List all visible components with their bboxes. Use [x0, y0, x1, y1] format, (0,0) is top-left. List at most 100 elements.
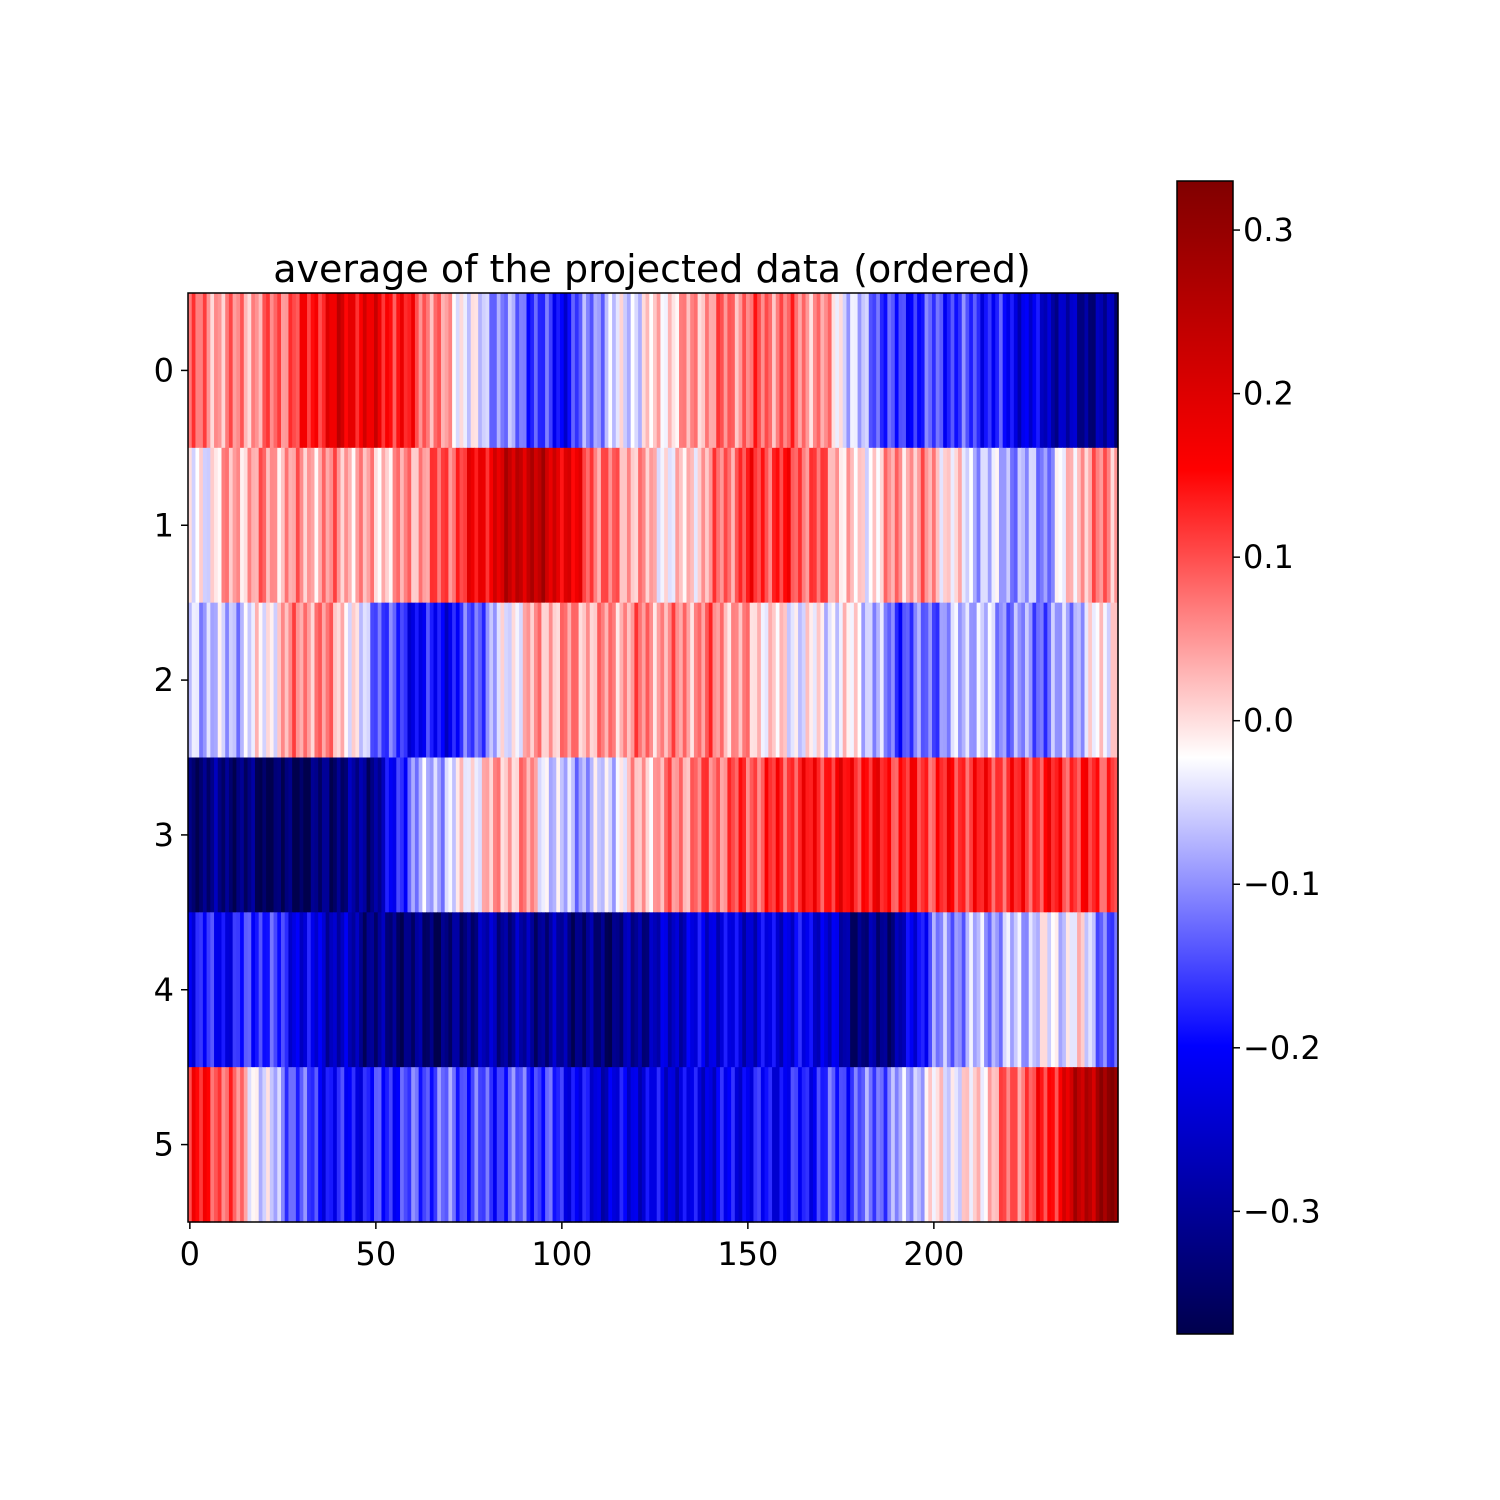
- heatmap-cell: [842, 447, 848, 604]
- heatmap-cell: [500, 447, 505, 604]
- heatmap-cell: [1084, 1067, 1089, 1223]
- heatmap-cell: [772, 912, 777, 1068]
- heatmap-cell: [812, 1067, 818, 1223]
- heatmap-cell: [987, 447, 993, 604]
- heatmap-cell: [392, 757, 397, 913]
- heatmap-cell: [679, 757, 684, 913]
- heatmap-cell: [902, 602, 907, 759]
- heatmap-cell: [578, 447, 583, 604]
- heatmap-cell: [824, 757, 829, 913]
- heatmap-cell: [738, 912, 743, 1068]
- heatmap-cell: [604, 447, 609, 604]
- heatmap-cell: [779, 602, 784, 759]
- heatmap-cell: [493, 293, 498, 449]
- heatmap-cell: [879, 447, 885, 604]
- heatmap-cell: [269, 1067, 275, 1223]
- heatmap-cell: [820, 602, 825, 759]
- heatmap-cell: [303, 447, 308, 604]
- heatmap-cell: [195, 602, 200, 759]
- heatmap-cell: [489, 602, 494, 759]
- y-tick-label: 0: [154, 351, 174, 389]
- heatmap-cell: [928, 602, 933, 759]
- heatmap-cell: [240, 447, 245, 604]
- heatmap-cell: [504, 293, 509, 449]
- heatmap-cell: [243, 293, 249, 449]
- heatmap-cell: [824, 293, 829, 449]
- heatmap-cell: [548, 293, 554, 449]
- heatmap-cell: [429, 293, 435, 449]
- heatmap-cell: [757, 1067, 762, 1223]
- heatmap-cell: [314, 293, 319, 449]
- heatmap-cell: [385, 757, 390, 913]
- heatmap-cell: [682, 912, 688, 1068]
- heatmap-cell: [388, 757, 394, 913]
- heatmap-cell: [1051, 912, 1056, 1068]
- heatmap-cell: [712, 912, 717, 1068]
- heatmap-cell: [385, 912, 390, 1068]
- heatmap-cell: [1103, 447, 1108, 604]
- heatmap-cell: [463, 1067, 468, 1223]
- heatmap-cell: [1010, 602, 1015, 759]
- heatmap-cell: [474, 912, 479, 1068]
- heatmap-cell: [753, 912, 758, 1068]
- heatmap-cell: [727, 912, 732, 1068]
- heatmap-cell: [790, 293, 795, 449]
- heatmap-cell: [872, 912, 877, 1068]
- heatmap-cell: [664, 757, 669, 913]
- heatmap-cell: [221, 293, 226, 449]
- heatmap-cell: [853, 912, 859, 1068]
- heatmap-cell: [318, 757, 323, 913]
- heatmap-cell: [712, 447, 717, 604]
- heatmap-cell: [1013, 757, 1019, 913]
- heatmap-cell: [943, 757, 948, 913]
- heatmap-cell: [370, 757, 375, 913]
- heatmap-cell: [403, 602, 409, 759]
- heatmap-cell: [738, 602, 743, 759]
- heatmap-cell: [433, 757, 438, 913]
- heatmap-cell: [905, 602, 911, 759]
- heatmap-cell: [314, 912, 319, 1068]
- heatmap-cell: [273, 293, 278, 449]
- heatmap-cell: [961, 912, 967, 1068]
- heatmap-cell: [727, 757, 732, 913]
- heatmap-cell: [809, 293, 814, 449]
- heatmap-cell: [519, 447, 524, 604]
- heatmap-cell: [783, 447, 788, 604]
- heatmap-cell: [578, 912, 583, 1068]
- heatmap-cell: [240, 293, 245, 449]
- heatmap-cell: [965, 447, 970, 604]
- heatmap-cell: [597, 757, 602, 913]
- heatmap-cell: [530, 602, 535, 759]
- heatmap-cell: [924, 757, 929, 913]
- heatmap-cell: [987, 912, 993, 1068]
- heatmap-cell: [656, 757, 662, 913]
- heatmap-cell: [1017, 447, 1022, 604]
- heatmap-cell: [556, 293, 561, 449]
- heatmap-cell: [995, 757, 1000, 913]
- heatmap-cell: [336, 1067, 342, 1223]
- heatmap-cell: [485, 912, 490, 1068]
- heatmap-cell: [1114, 447, 1119, 604]
- heatmap-cell: [403, 1067, 409, 1223]
- heatmap-cell: [1043, 447, 1048, 604]
- heatmap-cell: [400, 757, 405, 913]
- heatmap-cell: [928, 1067, 933, 1223]
- heatmap-cell: [719, 757, 725, 913]
- heatmap-cell: [571, 602, 576, 759]
- heatmap-cell: [660, 293, 665, 449]
- heatmap-cell: [574, 447, 580, 604]
- heatmap-cell: [1017, 602, 1022, 759]
- heatmap-cell: [288, 293, 293, 449]
- heatmap-cell: [530, 1067, 535, 1223]
- heatmap-cell: [783, 757, 788, 913]
- colorbar: [1176, 180, 1234, 1335]
- heatmap-cell: [1028, 912, 1034, 1068]
- heatmap-cell: [1021, 293, 1026, 449]
- heatmap-cell: [1103, 912, 1108, 1068]
- heatmap-cell: [500, 912, 505, 1068]
- heatmap-cell: [459, 757, 464, 913]
- heatmap-cell: [284, 1067, 290, 1223]
- heatmap-cell: [946, 293, 952, 449]
- heatmap-cell: [638, 447, 643, 604]
- heatmap-cell: [727, 447, 732, 604]
